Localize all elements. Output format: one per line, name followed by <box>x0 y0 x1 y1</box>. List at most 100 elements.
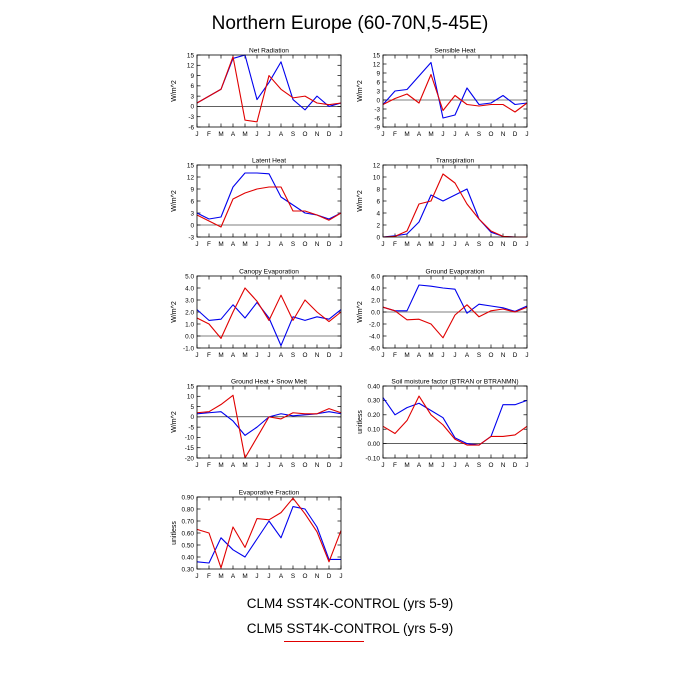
plot-frame <box>382 385 528 459</box>
x-tick-label: J <box>267 573 270 580</box>
x-tick-label: O <box>489 241 494 248</box>
y-tick-label: 15 <box>187 383 195 390</box>
x-tick-label: D <box>327 131 332 138</box>
y-tick-label: 10 <box>373 174 381 181</box>
y-tick-label: 9 <box>190 186 194 193</box>
x-tick-label: N <box>501 352 506 359</box>
x-tick-label: S <box>291 352 295 359</box>
y-tick-label: 0.0 <box>371 309 380 316</box>
x-tick-label: A <box>417 131 422 138</box>
series-line <box>382 304 528 339</box>
series-line <box>196 411 342 436</box>
x-tick-label: A <box>417 462 422 469</box>
x-tick-label: M <box>404 462 409 469</box>
y-tick-label: 15 <box>187 162 195 169</box>
y-tick-label: -15 <box>185 445 195 452</box>
y-tick-label: 1.0 <box>185 321 194 328</box>
y-tick-label: 0.40 <box>182 554 195 561</box>
x-tick-label: N <box>501 241 506 248</box>
y-tick-label: 3 <box>376 88 380 95</box>
x-tick-label: J <box>255 573 258 580</box>
x-tick-label: F <box>207 241 211 248</box>
x-tick-label: S <box>291 241 295 248</box>
chart-panel: Canopy Evaporation W/m^2 5.0 4.0 3.0 2.0 1.0 0.… <box>171 269 343 360</box>
panel-title: Ground Evaporation <box>425 269 484 276</box>
x-tick-label: M <box>428 462 433 469</box>
x-tick-label: O <box>489 131 494 138</box>
x-tick-label: M <box>242 462 247 469</box>
x-tick-label: A <box>465 241 470 248</box>
x-tick-label: F <box>393 462 397 469</box>
y-tick-label: 3 <box>190 93 194 100</box>
y-axis-label: W/m^2 <box>171 301 178 323</box>
x-tick-label: M <box>218 131 223 138</box>
y-tick-label: 4.0 <box>185 285 194 292</box>
x-tick-label: J <box>339 241 342 248</box>
plot-frame <box>382 164 528 238</box>
x-tick-label: J <box>441 462 444 469</box>
series-line <box>382 173 527 238</box>
y-tick-label: -6 <box>188 124 194 131</box>
y-tick-label: 0.50 <box>182 542 195 549</box>
x-tick-label: M <box>218 573 223 580</box>
x-tick-label: D <box>513 352 518 359</box>
x-tick-label: J <box>441 131 444 138</box>
y-tick-label: 6 <box>376 198 380 205</box>
plot-frame <box>196 164 342 238</box>
series-line <box>196 172 342 220</box>
y-tick-label: -9 <box>374 124 380 131</box>
x-tick-label: J <box>255 462 258 469</box>
x-tick-label: M <box>218 241 223 248</box>
y-tick-label: 0.30 <box>368 398 381 405</box>
y-tick-label: 12 <box>373 162 381 169</box>
y-tick-label: 0 <box>190 414 194 421</box>
x-tick-label: M <box>242 352 247 359</box>
y-tick-label: 2.0 <box>371 297 380 304</box>
x-tick-label: S <box>291 573 295 580</box>
legend-entry-clm4: CLM4 SST4K-CONTROL (yrs 5-9) <box>246 596 454 611</box>
x-tick-label: A <box>231 241 236 248</box>
y-tick-label: 10 <box>187 394 195 401</box>
x-tick-label: A <box>279 352 284 359</box>
y-tick-label: 2 <box>376 222 380 229</box>
y-tick-label: -10 <box>185 435 195 442</box>
panel-title: Canopy Evaporation <box>239 269 299 276</box>
y-tick-label: 15 <box>373 52 381 59</box>
x-tick-label: J <box>453 241 456 248</box>
y-tick-label: 6.0 <box>371 273 380 280</box>
y-tick-label: 6 <box>376 79 380 86</box>
series-line <box>196 56 342 123</box>
x-tick-label: M <box>428 131 433 138</box>
x-tick-label: A <box>231 573 236 580</box>
y-tick-label: -20 <box>185 455 195 462</box>
x-tick-label: M <box>404 131 409 138</box>
series-line <box>382 395 528 446</box>
y-tick-label: 3.0 <box>185 297 194 304</box>
y-tick-label: 9 <box>190 73 194 80</box>
x-tick-label: N <box>315 131 320 138</box>
y-tick-label: 0.40 <box>368 383 381 390</box>
y-tick-label: 15 <box>187 52 195 59</box>
y-tick-label: -3 <box>188 114 194 121</box>
x-tick-label: A <box>417 352 422 359</box>
x-tick-label: M <box>404 241 409 248</box>
series-line <box>196 186 342 228</box>
x-tick-label: O <box>489 462 494 469</box>
y-tick-label: 4 <box>376 210 380 217</box>
x-tick-label: D <box>327 573 332 580</box>
y-axis-label: W/m^2 <box>171 80 178 102</box>
x-tick-label: M <box>428 352 433 359</box>
x-tick-label: O <box>303 352 308 359</box>
x-tick-label: A <box>417 241 422 248</box>
x-tick-label: J <box>525 462 528 469</box>
y-tick-label: -6.0 <box>369 345 380 352</box>
y-tick-label: 5.0 <box>185 273 194 280</box>
x-tick-label: A <box>279 241 284 248</box>
x-tick-label: S <box>477 241 481 248</box>
x-tick-label: M <box>242 131 247 138</box>
y-axis-label: unitless <box>171 521 178 545</box>
panel-title: Sensible Heat <box>434 48 475 55</box>
x-tick-label: M <box>242 241 247 248</box>
series-line <box>382 61 528 119</box>
